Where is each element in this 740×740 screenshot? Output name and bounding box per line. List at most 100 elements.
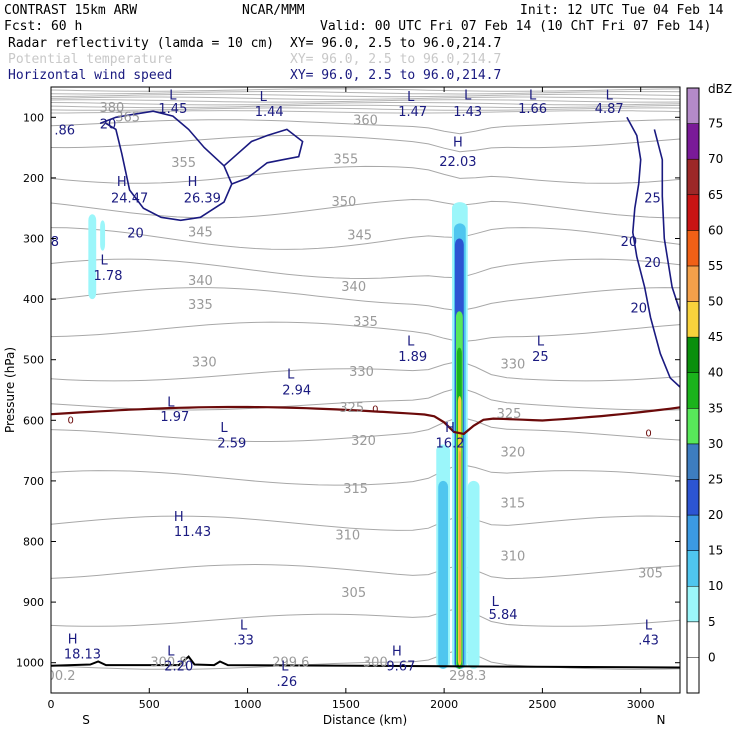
organization-label: NCAR/MMM [242,3,305,18]
colorbar-swatch [686,265,700,302]
x-tick-label: 2000 [430,698,458,711]
wind-contour [626,116,680,388]
wind-label: 25 [532,350,549,365]
field2-xy: XY= 96.0, 2.5 to 96.0,214.7 [290,52,501,67]
theta-label: 300 [363,656,388,671]
wind-label: 1.66 [518,102,547,117]
reflectivity-cell [458,450,461,663]
theta-contour [51,258,680,280]
wind-label: 20 [644,256,661,271]
wind-label: L [167,645,175,660]
theta-label: 320 [351,434,376,449]
wind-contour [653,129,680,312]
y-tick-label: 600 [23,414,44,427]
colorbar-swatch [686,408,700,445]
y-tick-label: 400 [23,293,44,306]
plot-border [50,86,681,694]
wind-label: L [169,88,177,103]
zero-isotherm-label: 0 [372,404,378,415]
wind-contour [99,110,233,222]
wind-label: 1.45 [158,102,187,117]
y-tick-label: 700 [23,475,44,488]
wind-label: .26 [277,675,298,690]
zero-isotherm: 0 0 0 [51,404,680,440]
colorbar-label: 30 [708,437,723,451]
colorbar-label: 25 [708,472,723,486]
wind-label: L [287,368,295,383]
field1-xy: XY= 96.0, 2.5 to 96.0,214.7 [290,36,501,51]
theta-label: 330 [349,365,374,380]
y-tick-label: 1000 [16,657,44,670]
wind-label: 1.44 [255,105,284,120]
colorbar-swatch [686,443,700,480]
wind-label: 2.94 [282,383,311,398]
theta-contour [51,360,680,382]
field1-name: Radar reflectivity (lamda = 10 cm) [8,36,274,51]
wind-label: 1.43 [453,105,482,120]
forecast-hour: Fcst: 60 h [4,19,82,34]
x-tick-label: 0 [48,698,55,711]
colorbar-frame [686,87,700,694]
colorbar: dBZ 0 5 10 15 20 25 30 35 40 45 50 55 60 65 70 75 [686,82,732,694]
colorbar-swatch [686,87,700,124]
y-tick-label: 200 [23,172,44,185]
header: CONTRAST 15km ARW NCAR/MMM Init: 12 UTC … [4,3,724,83]
colorbar-swatch [686,621,700,658]
colorbar-swatch [686,158,700,196]
colorbar-label: 40 [708,366,723,380]
wind-label: L [606,88,614,103]
colorbar-swatch [686,194,700,231]
theta-label: 325 [497,407,522,422]
wind-label: L [407,334,415,349]
colorbar-label: 10 [708,579,723,593]
theta-label: 355 [333,153,358,168]
colorbar-swatch [686,514,700,551]
theta-label: 365 [115,110,140,125]
wind-label: H [68,632,78,647]
colorbar-label: 65 [708,188,723,202]
theta-contour [51,135,680,153]
theta-contour [51,515,680,531]
wind-label: H [453,136,463,151]
wind-contour [223,128,304,185]
theta-contour [51,119,680,135]
reflectivity-cell [88,214,97,300]
x-tick-label: 2500 [528,698,556,711]
theta-contour [51,649,680,670]
theta-contour-upper [51,107,680,111]
terrain-profile [51,655,680,669]
x-tick-label: 1000 [234,698,262,711]
theta-contour-upper [51,104,680,109]
theta-label: 298.3 [449,669,486,684]
theta-contour [51,416,680,442]
wind-label: H [392,645,402,660]
wind-label: 9.67 [386,660,415,675]
theta-contour-upper [51,88,680,92]
wind-label: 18.13 [64,648,101,663]
colorbar-swatch [686,336,700,373]
zero-isotherm-line [51,405,680,436]
y-tick-label: 300 [23,233,44,246]
theta-contour-upper [51,93,680,98]
colorbar-label: 60 [708,223,723,237]
field2-name: Potential temperature [8,52,173,67]
colorbar-label: 5 [708,615,716,629]
south-label: S [82,713,90,727]
zero-isotherm-label: 0 [645,429,651,440]
theta-label: 335 [188,298,213,313]
wind-label: .86 [54,123,75,138]
y-tick-label: 500 [23,354,44,367]
x-tick-label: 3000 [627,698,655,711]
theta-label: 335 [353,315,378,330]
wind-label: H [188,175,198,190]
theta-contours [51,88,680,670]
wind-label: L [645,619,653,634]
reflectivity-shading [88,202,480,669]
colorbar-label: 0 [708,650,716,664]
theta-label: 305 [638,567,663,582]
theta-label: 325 [339,401,364,416]
wind-label: 25 [644,191,661,206]
wind-label: H [174,510,184,525]
colorbar-label: 55 [708,259,723,273]
